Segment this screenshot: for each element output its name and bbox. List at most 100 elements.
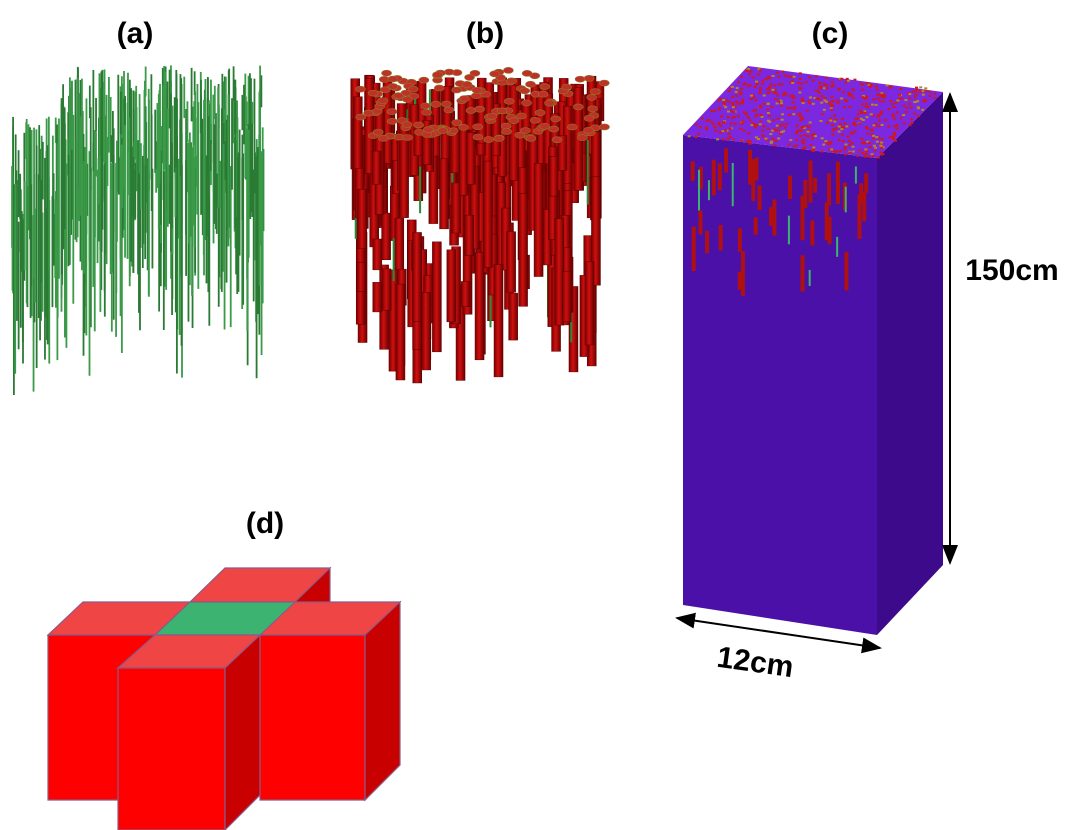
- top-dot: [722, 98, 726, 101]
- top-dot: [776, 129, 780, 132]
- top-dot: [874, 85, 878, 88]
- top-dot: [879, 111, 883, 114]
- top-dot: [864, 97, 868, 100]
- top-dot: [844, 81, 848, 84]
- top-dot: [721, 138, 725, 141]
- top-dot: [778, 125, 782, 128]
- top-dot: [745, 140, 749, 143]
- top-dot: [902, 122, 906, 125]
- top-dot: [799, 130, 803, 133]
- top-dot: [831, 84, 835, 87]
- top-dot: [825, 121, 829, 124]
- top-dot: [817, 98, 821, 101]
- cylinder-top: [496, 107, 508, 115]
- top-dot: [880, 146, 884, 149]
- top-dot: [872, 124, 876, 127]
- front-stick: [698, 210, 703, 235]
- top-dot: [830, 148, 834, 151]
- front-stick: [737, 271, 742, 290]
- cylinder: [395, 283, 406, 381]
- cylinder-top: [544, 99, 555, 107]
- top-dot: [828, 102, 832, 105]
- top-dot: [758, 87, 762, 90]
- top-dot: [818, 87, 822, 90]
- front-stick: [737, 228, 742, 252]
- top-dot: [807, 129, 811, 132]
- top-dot: [797, 129, 801, 132]
- top-dot: [876, 114, 880, 117]
- front-stick: [803, 179, 808, 209]
- top-dot: [800, 99, 804, 102]
- top-dot: [745, 112, 749, 115]
- top-dot: [743, 82, 747, 85]
- top-dot: [861, 96, 865, 99]
- front-stick: [800, 255, 805, 292]
- cylinder-top: [402, 96, 413, 103]
- top-dot: [766, 75, 770, 78]
- top-dot: [865, 126, 869, 129]
- top-dot: [820, 150, 824, 153]
- top-dot: [733, 106, 737, 109]
- top-dot: [856, 154, 860, 157]
- top-dot: [837, 139, 841, 142]
- top-dot: [891, 103, 895, 106]
- top-dot: [801, 147, 805, 150]
- top-dot: [735, 94, 739, 97]
- top-dot: [769, 83, 773, 86]
- front-stick: [808, 160, 813, 203]
- top-dot: [740, 87, 744, 90]
- top-dot: [754, 115, 758, 118]
- front-stick: [827, 216, 832, 245]
- top-dot: [804, 81, 808, 84]
- top-dot: [838, 150, 842, 153]
- top-dot: [768, 120, 772, 123]
- width-arrow: [675, 612, 882, 654]
- cylinder-top: [550, 115, 561, 123]
- cylinder-top: [583, 127, 594, 134]
- cylinder-top: [386, 117, 398, 125]
- top-dot: [717, 123, 721, 126]
- top-dot: [777, 100, 781, 103]
- top-dot: [825, 84, 829, 87]
- top-dot: [840, 133, 844, 136]
- top-dot: [849, 131, 853, 134]
- top-dot: [870, 103, 874, 106]
- top-dot: [694, 136, 698, 139]
- top-dot: [848, 150, 852, 153]
- top-dot: [819, 85, 823, 88]
- cylinder-top: [377, 134, 389, 142]
- top-dot: [811, 137, 815, 140]
- top-dot: [877, 125, 881, 128]
- top-dot: [724, 129, 728, 132]
- top-dot: [872, 134, 876, 137]
- top-dot: [853, 130, 857, 133]
- top-dot: [866, 140, 870, 143]
- front-stick: [810, 220, 815, 246]
- top-dot: [697, 133, 701, 136]
- top-dot: [812, 146, 816, 149]
- top-dot: [861, 151, 865, 154]
- top-dot: [893, 125, 897, 128]
- top-dot: [802, 138, 806, 141]
- top-dot: [867, 155, 871, 158]
- top-dot: [753, 123, 757, 126]
- cylinder: [483, 160, 493, 268]
- top-dot: [836, 99, 840, 102]
- cylinder-top: [521, 99, 532, 107]
- top-dot: [830, 95, 834, 98]
- top-dot: [752, 96, 756, 99]
- top-dot: [758, 69, 762, 72]
- top-dot: [782, 91, 786, 94]
- cylinder-top: [521, 70, 533, 77]
- top-dot: [845, 77, 849, 80]
- top-dot: [880, 110, 884, 113]
- top-dot: [891, 114, 895, 117]
- top-dot: [851, 132, 855, 135]
- top-dot: [813, 97, 817, 100]
- cylinder-top: [516, 112, 527, 120]
- top-dot: [784, 93, 788, 96]
- top-dot: [801, 102, 805, 105]
- top-dot: [918, 90, 922, 93]
- top-dot: [806, 130, 810, 133]
